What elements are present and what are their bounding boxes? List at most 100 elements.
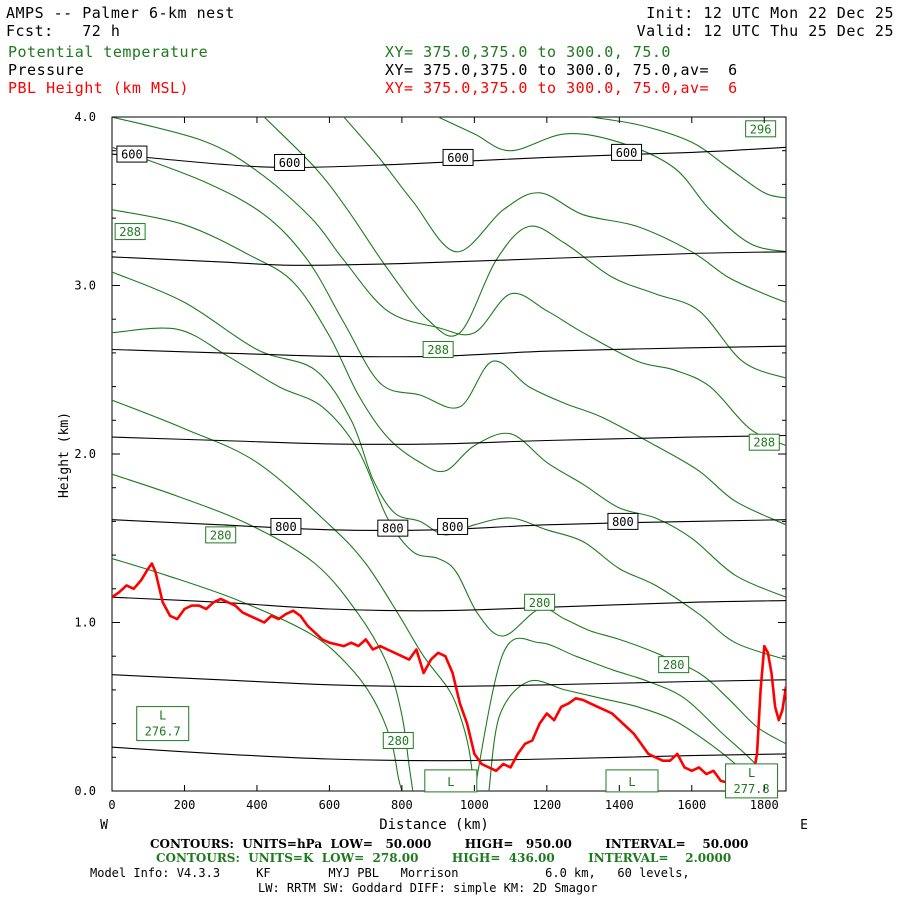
pressure-label-5: 800 bbox=[377, 519, 409, 537]
theta-label-0: 296 bbox=[745, 120, 777, 138]
contour-labels: 600 600 600 600 800 800 800 800 296 288 288 288 280 2… bbox=[114, 120, 780, 799]
low-box-1 bbox=[424, 769, 478, 793]
theta-label-7: 280 bbox=[382, 731, 414, 749]
theta-contour-5 bbox=[112, 209, 786, 598]
low-symbol-0: L bbox=[159, 709, 166, 723]
theta-label-4-box bbox=[205, 526, 237, 544]
pressure-label-2-text: 600 bbox=[447, 151, 469, 165]
theta-label-7-text: 280 bbox=[387, 734, 409, 748]
y-tick-label-3.0: 3.0 bbox=[74, 279, 96, 293]
west-label: W bbox=[100, 818, 108, 833]
low-box-3 bbox=[725, 763, 779, 799]
field-xy-theta: XY= 375.0,375.0 to 300.0, 75.0 bbox=[385, 43, 671, 61]
theta-label-3: 288 bbox=[748, 433, 780, 451]
east-label: E bbox=[800, 818, 808, 833]
x-tick-label-1400: 1400 bbox=[605, 798, 634, 812]
x-tick-label-1600: 1600 bbox=[677, 798, 706, 812]
pressure-contour-950 bbox=[112, 746, 786, 762]
theta-contour-10 bbox=[437, 117, 786, 253]
theta-label-5-box bbox=[524, 593, 556, 611]
chart-title: AMPS -- Palmer 6-km nest bbox=[6, 4, 235, 22]
pressure-label-2: 600 bbox=[442, 148, 474, 166]
pressure-label-4: 800 bbox=[270, 517, 302, 535]
theta-label-2: 288 bbox=[422, 341, 454, 359]
low-marker-1: L bbox=[424, 769, 478, 793]
y-axis-label: Height (km) bbox=[57, 412, 72, 498]
low-symbol-1: L bbox=[447, 775, 454, 789]
theta-label-2-text: 288 bbox=[427, 343, 449, 357]
x-tick-label-800: 800 bbox=[391, 798, 413, 812]
field-label-pbl: PBL Height (km MSL) bbox=[8, 79, 190, 97]
pressure-label-6-box bbox=[437, 517, 469, 535]
pressure-label-1: 600 bbox=[274, 153, 306, 171]
pbl-height-series bbox=[112, 562, 786, 784]
low-symbol-3: L bbox=[748, 766, 755, 780]
pressure-label-7: 800 bbox=[607, 512, 639, 530]
pressure-label-5-text: 800 bbox=[382, 522, 404, 536]
theta-label-1-text: 288 bbox=[119, 225, 141, 239]
pressure-label-2-box bbox=[442, 148, 474, 166]
theta-contour-0 bbox=[112, 557, 403, 791]
y-tick-label-1.0: 1.0 bbox=[74, 616, 96, 630]
pressure-label-1-box bbox=[274, 153, 306, 171]
theta-label-6-text: 280 bbox=[663, 658, 685, 672]
x-tick-label-200: 200 bbox=[174, 798, 196, 812]
pressure-contour-650 bbox=[112, 251, 786, 266]
axes: 0 200 400 600 800 1000 1200 1400 1600 1800 0.0 1.0 2… bbox=[74, 110, 808, 833]
theta-label-3-text: 288 bbox=[753, 436, 775, 450]
theta-label-5-text: 280 bbox=[529, 596, 551, 610]
theta-contour-2 bbox=[112, 399, 475, 791]
theta-label-2-box bbox=[422, 341, 454, 359]
theta-label-7-box bbox=[382, 731, 414, 749]
pressure-label-4-text: 800 bbox=[275, 520, 297, 534]
theta-label-5: 280 bbox=[524, 593, 556, 611]
footer-pressure-contours: CONTOURS: UNITS=hPa LOW= 50.000 HIGH= 95… bbox=[150, 837, 749, 851]
theta-label-3-box bbox=[748, 433, 780, 451]
forecast-hour: Fcst: 72 h bbox=[6, 22, 121, 40]
x-tick-label-0: 0 bbox=[108, 798, 115, 812]
field-label-pressure: Pressure bbox=[8, 61, 85, 79]
theta-label-4: 280 bbox=[205, 526, 237, 544]
pressure-contour-850 bbox=[112, 596, 786, 612]
pressure-label-3: 600 bbox=[611, 143, 643, 161]
low-symbol-2: L bbox=[628, 775, 635, 789]
field-xy-pbl: XY= 375.0,375.0 to 300.0, 75.0,av= 6 bbox=[385, 79, 738, 97]
x-tick-label-1000: 1000 bbox=[460, 798, 489, 812]
theta-label-4-text: 280 bbox=[210, 528, 232, 542]
theta-contour-11 bbox=[590, 117, 786, 199]
pressure-label-6-text: 800 bbox=[442, 520, 464, 534]
y-tick-label-4.0: 4.0 bbox=[74, 110, 96, 124]
low-box-0 bbox=[136, 706, 190, 742]
theta-contour-6 bbox=[112, 146, 786, 526]
field-xy-pressure: XY= 375.0,375.0 to 300.0, 75.0,av= 6 bbox=[385, 61, 738, 79]
theta-label-0-box bbox=[745, 120, 777, 138]
theta-contour-9 bbox=[343, 117, 786, 303]
x-axis-label: Distance (km) bbox=[379, 817, 489, 833]
pressure-label-1-text: 600 bbox=[279, 156, 301, 170]
y-tick-label-0.0: 0.0 bbox=[74, 784, 96, 798]
pressure-label-0-text: 600 bbox=[121, 148, 143, 162]
x-tick-label-400: 400 bbox=[246, 798, 268, 812]
footer-theta-contours: CONTOURS: UNITS=K LOW= 278.00 HIGH= 436.… bbox=[156, 851, 732, 865]
theta-label-6: 280 bbox=[658, 656, 690, 674]
pbl-line bbox=[112, 562, 786, 784]
valid-time: Valid: 12 UTC Thu 25 Dec 25 bbox=[636, 22, 894, 40]
low-value-3: 277.8 bbox=[734, 782, 770, 796]
theta-label-1-box bbox=[114, 223, 146, 241]
pressure-contour-600 bbox=[112, 146, 786, 169]
theta-label-6-box bbox=[658, 656, 690, 674]
pressure-label-4-box bbox=[270, 517, 302, 535]
x-tick-label-1800: 1800 bbox=[750, 798, 779, 812]
theta-contour-13 bbox=[473, 637, 772, 791]
low-marker-3: L 277.8 bbox=[725, 763, 779, 799]
pressure-contour-900 bbox=[112, 674, 786, 688]
footer-model-info: Model Info: V4.3.3 KF MYJ PBL Morrison 6… bbox=[90, 866, 690, 880]
low-marker-0: L 276.7 bbox=[136, 706, 190, 742]
pressure-label-7-box bbox=[607, 512, 639, 530]
pressure-label-7-text: 800 bbox=[612, 515, 634, 529]
pressure-label-5-box bbox=[377, 519, 409, 537]
theta-contour-7 bbox=[112, 117, 786, 447]
theta-contours bbox=[112, 117, 786, 791]
pressure-label-0: 600 bbox=[116, 145, 148, 163]
y-tick-label-2.0: 2.0 bbox=[74, 447, 96, 461]
